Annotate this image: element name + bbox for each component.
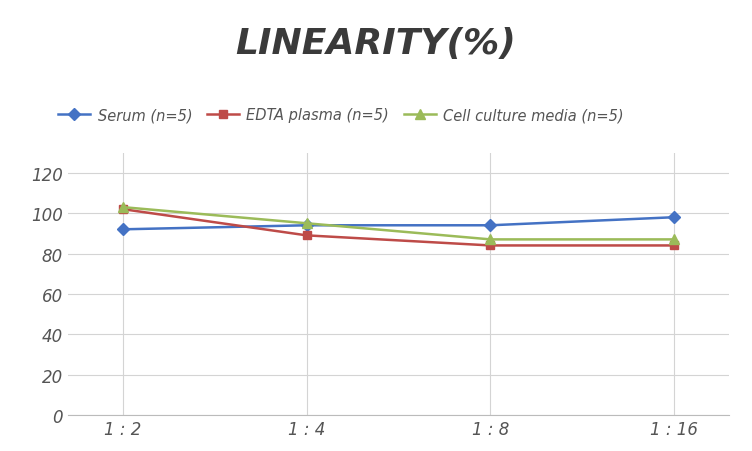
Text: LINEARITY(%): LINEARITY(%) [235, 27, 517, 61]
Cell culture media (n=5) [118, 205, 127, 210]
Line: EDTA plasma (n=5): EDTA plasma (n=5) [119, 206, 678, 250]
EDTA plasma (n=5) [670, 243, 679, 249]
Serum (n=5) [486, 223, 495, 229]
Line: Serum (n=5): Serum (n=5) [119, 214, 678, 234]
EDTA plasma (n=5) [302, 233, 311, 239]
Line: Cell culture media (n=5): Cell culture media (n=5) [118, 203, 679, 245]
EDTA plasma (n=5) [486, 243, 495, 249]
Cell culture media (n=5) [486, 237, 495, 243]
Serum (n=5) [670, 215, 679, 221]
Cell culture media (n=5) [302, 221, 311, 226]
Serum (n=5) [118, 227, 127, 233]
EDTA plasma (n=5) [118, 207, 127, 212]
Legend: Serum (n=5), EDTA plasma (n=5), Cell culture media (n=5): Serum (n=5), EDTA plasma (n=5), Cell cul… [53, 102, 629, 129]
Cell culture media (n=5) [670, 237, 679, 243]
Serum (n=5) [302, 223, 311, 229]
